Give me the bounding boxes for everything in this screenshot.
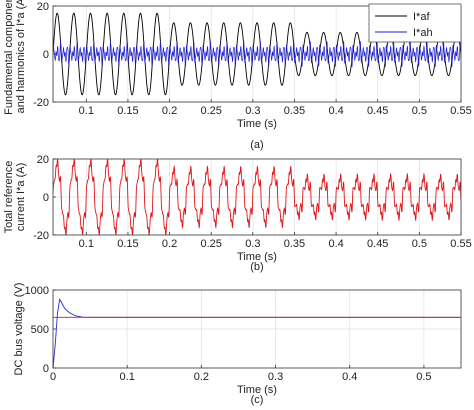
x-tick-label: 0.2 [162, 238, 177, 250]
y-axis-label: DC bus voltage (V) [13, 283, 25, 376]
y-tick-label: -20 [33, 230, 49, 242]
chart-caption: (c) [251, 394, 264, 406]
chart-1: 0.1 0.15 0.2 0.25 0.3 0.35 0.4 0.45 0.5 0.55 -20 0 2… [3, 0, 472, 151]
y-tick-label: 0 [43, 363, 49, 375]
y-axis-label: Fundamental component [3, 0, 15, 115]
chart-caption: (a) [250, 139, 263, 151]
x-tick-label: 0.4 [328, 105, 343, 117]
x-tick-label: 0.55 [450, 105, 471, 117]
y-axis-label: and harmonics of I*a (A) [15, 0, 27, 113]
series-group [53, 298, 461, 368]
x-axis-label: Time (s) [237, 384, 277, 396]
series-line-1 [53, 12, 461, 96]
x-tick-label: 0.15 [117, 238, 138, 250]
x-tick-label: 0 [50, 371, 56, 383]
x-axis-label: Time (s) [237, 251, 277, 263]
y-tick-label: 20 [37, 1, 49, 13]
series-line-1 [53, 159, 461, 235]
x-tick-label: 0.1 [79, 105, 94, 117]
y-tick-label: 0 [43, 49, 49, 61]
y-tick-label: 500 [31, 324, 49, 336]
chart-2: 0.1 0.15 0.2 0.25 0.3 0.35 0.4 0.45 0.5 0.55 -20 0 2… [3, 154, 472, 273]
series-line-2 [53, 40, 461, 68]
x-tick-label: 0.2 [194, 371, 209, 383]
x-tick-label: 0.25 [200, 238, 221, 250]
x-tick-label: 0.2 [162, 105, 177, 117]
y-axis-label: Total reference [3, 161, 15, 234]
x-tick-label: 0.5 [416, 371, 431, 383]
x-tick-label: 0.45 [367, 105, 388, 117]
x-tick-label: 0.15 [117, 105, 138, 117]
x-tick-label: 0.55 [450, 238, 471, 250]
series-group [53, 12, 461, 96]
y-tick-label: 0 [43, 192, 49, 204]
x-tick-label: 0.4 [342, 371, 357, 383]
x-tick-label: 0.35 [284, 238, 305, 250]
x-tick-label: 0.4 [328, 238, 343, 250]
legend-box [368, 3, 462, 43]
y-tick-label: 1000 [25, 285, 49, 297]
chart-3: 0 0.1 0.2 0.3 0.4 0.5 0 500 1000 Time (s)(c) DC bu… [13, 283, 462, 406]
series-group [53, 159, 461, 235]
y-tick-label: 20 [37, 154, 49, 166]
x-tick-label: 0.1 [120, 371, 135, 383]
legend-label: I*ah [413, 27, 433, 39]
x-tick-label: 0.1 [79, 238, 94, 250]
legend: I*af I*ah [368, 3, 462, 43]
x-tick-label: 0.35 [284, 105, 305, 117]
x-tick-label: 0.25 [200, 105, 221, 117]
y-axis-label: current I*a (A) [15, 163, 27, 231]
y-tick-label: -20 [33, 97, 49, 109]
x-tick-label: 0.45 [367, 238, 388, 250]
x-tick-label: 0.3 [268, 371, 283, 383]
legend-label: I*af [413, 11, 430, 23]
x-tick-label: 0.3 [245, 105, 260, 117]
x-tick-label: 0.5 [412, 238, 427, 250]
x-axis-label: Time (s) [237, 118, 277, 130]
x-tick-label: 0.5 [412, 105, 427, 117]
chart-caption: (b) [250, 261, 263, 273]
x-tick-label: 0.3 [245, 238, 260, 250]
